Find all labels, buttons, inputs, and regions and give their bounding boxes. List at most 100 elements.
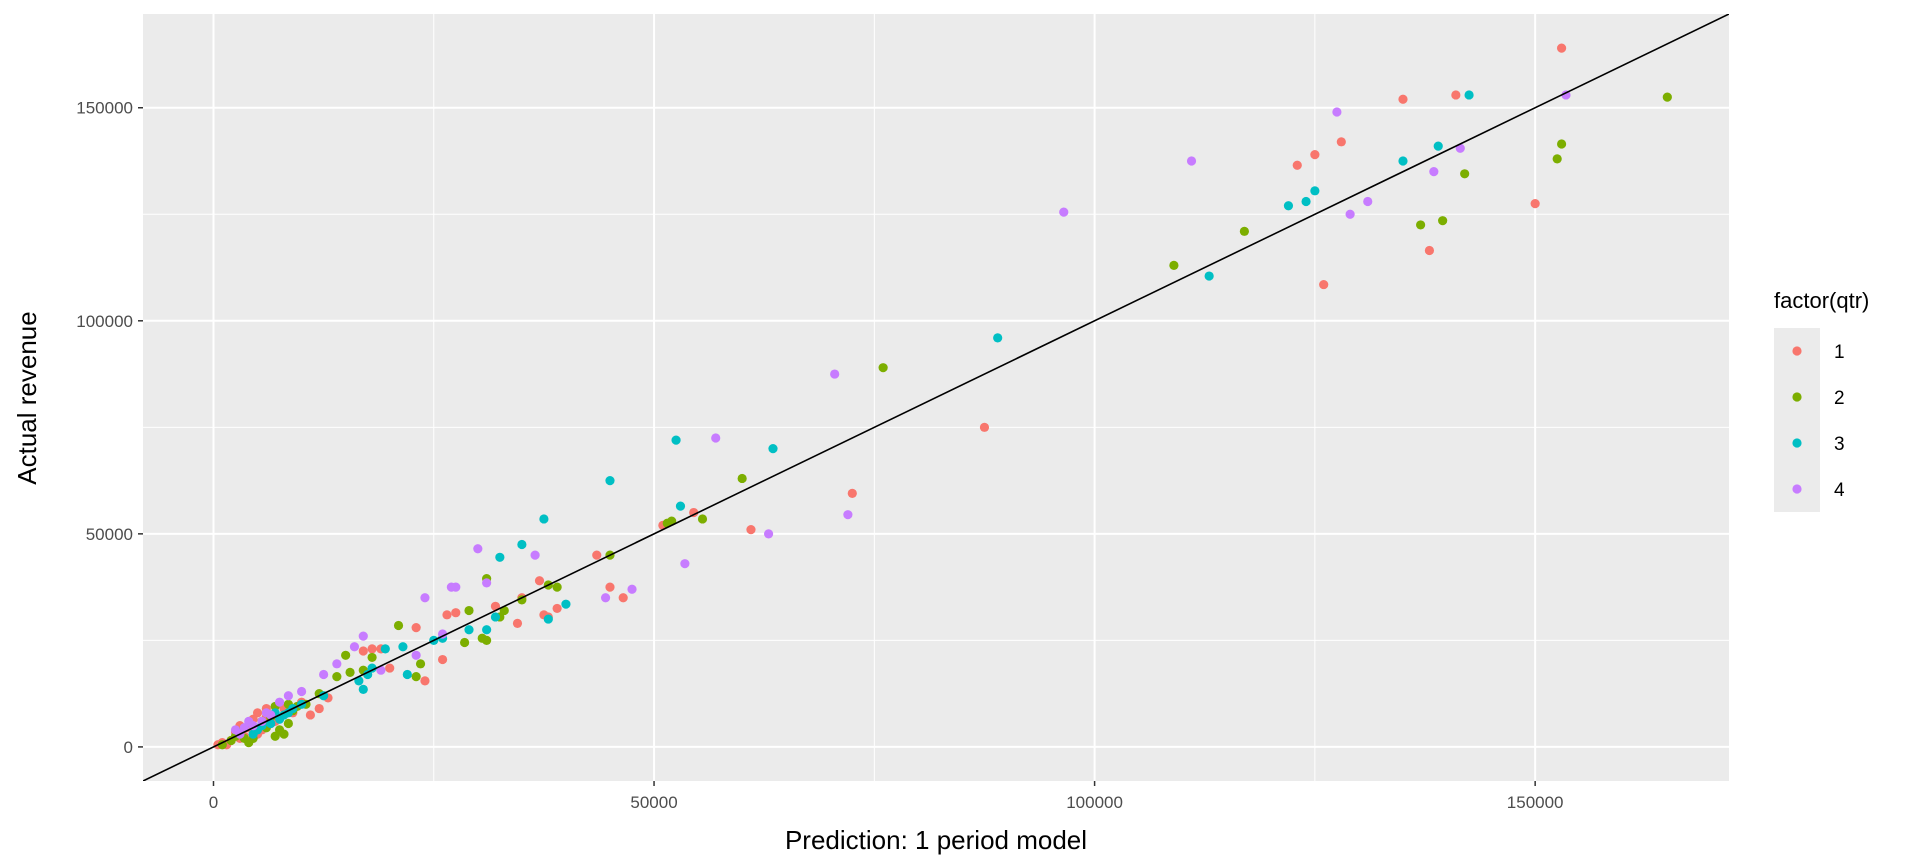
data-point-qtr-1 [252, 708, 263, 718]
data-point-qtr-1 [1398, 94, 1408, 104]
data-point-qtr-4 [358, 631, 368, 641]
data-point-qtr-1 [592, 550, 602, 560]
major-grid [143, 14, 1729, 781]
data-point-qtr-3 [248, 729, 258, 739]
data-point-qtr-3 [363, 669, 373, 680]
data-point-qtr-1 [746, 524, 756, 535]
data-point-qtr-2 [1552, 154, 1562, 164]
data-point-qtr-1 [367, 644, 377, 654]
data-point-qtr-2 [737, 473, 747, 484]
legend-key-1 [1792, 346, 1802, 356]
y-tick-label: 150000 [76, 99, 133, 118]
data-point-qtr-4 [473, 544, 483, 554]
legend-label-3: 3 [1834, 434, 1845, 455]
legend-key-3 [1792, 438, 1802, 448]
data-point-qtr-3 [517, 539, 527, 550]
data-point-qtr-1 [512, 618, 523, 628]
data-point-qtr-1 [1336, 137, 1346, 147]
data-point-qtr-2 [1662, 92, 1672, 102]
data-point-qtr-4 [283, 691, 293, 701]
data-point-qtr-4 [763, 529, 774, 539]
data-point-qtr-3 [671, 435, 681, 445]
data-point-qtr-3 [367, 663, 377, 673]
data-point-qtr-4 [600, 593, 611, 603]
x-tick-label: 0 [209, 793, 218, 812]
data-point-qtr-3 [1283, 201, 1294, 211]
data-point-qtr-2 [345, 667, 355, 677]
data-point-qtr-1 [451, 608, 461, 618]
data-point-qtr-2 [367, 652, 377, 663]
data-point-qtr-2 [460, 637, 470, 648]
data-point-qtr-4 [230, 725, 241, 735]
data-point-qtr-3 [561, 599, 571, 609]
data-point-qtr-2 [552, 582, 562, 592]
data-point-qtr-4 [244, 716, 254, 726]
data-point-qtr-4 [482, 578, 492, 588]
data-point-qtr-2 [1556, 139, 1567, 149]
legend-items: 1 2 3 4 [1792, 342, 1845, 501]
data-point-qtr-4 [1059, 207, 1069, 217]
legend-label-2: 2 [1834, 388, 1845, 409]
minor-grid [143, 14, 1729, 781]
y-axis-title: Actual revenue [12, 311, 42, 484]
data-point-qtr-4 [1332, 107, 1342, 117]
data-point-qtr-4 [297, 686, 307, 697]
x-tick-label: 150000 [1507, 793, 1564, 812]
data-point-qtr-4 [411, 650, 421, 660]
data-point-qtr-3 [464, 625, 474, 635]
y-tick-label: 100000 [76, 312, 133, 331]
data-point-qtr-1 [1556, 43, 1567, 53]
y-tick-label: 0 [124, 738, 133, 757]
data-point-qtr-3 [1464, 90, 1474, 100]
data-point-qtr-4 [257, 716, 267, 726]
data-point-qtr-1 [358, 646, 368, 656]
data-point-qtr-4 [446, 582, 456, 592]
data-point-qtr-3 [319, 691, 329, 701]
legend-label-4: 4 [1834, 480, 1845, 501]
data-point-qtr-2 [1438, 216, 1448, 226]
data-point-qtr-4 [1363, 196, 1373, 207]
data-point-qtr-1 [411, 623, 421, 633]
reference-line-layer [143, 14, 1729, 781]
data-point-qtr-3 [675, 501, 686, 511]
data-point-qtr-4 [1345, 209, 1355, 219]
data-point-qtr-2 [226, 735, 236, 746]
points-layer [213, 43, 1672, 750]
data-point-qtr-4 [1186, 156, 1197, 166]
data-point-qtr-3 [768, 444, 778, 454]
data-point-qtr-1 [1292, 160, 1302, 170]
data-point-qtr-2 [393, 620, 404, 631]
data-point-qtr-1 [979, 422, 990, 432]
data-point-qtr-3 [402, 669, 412, 680]
data-point-qtr-1 [305, 710, 316, 720]
data-point-qtr-3 [1301, 196, 1311, 207]
data-point-qtr-2 [697, 514, 708, 524]
data-point-qtr-1 [689, 507, 699, 518]
legend-key-2 [1792, 392, 1802, 402]
data-point-qtr-4 [843, 510, 853, 520]
data-point-qtr-2 [341, 650, 351, 660]
data-point-qtr-3 [358, 684, 368, 694]
reference-line [143, 14, 1729, 781]
data-point-qtr-1 [314, 703, 324, 714]
data-point-qtr-4 [1429, 167, 1439, 177]
data-point-qtr-3 [605, 475, 615, 486]
data-point-qtr-1 [534, 576, 545, 586]
data-point-qtr-3 [490, 612, 501, 622]
data-point-qtr-2 [1460, 169, 1470, 179]
data-point-qtr-1 [1310, 150, 1320, 160]
data-point-qtr-4 [420, 593, 430, 603]
legend-key-4 [1792, 484, 1802, 494]
data-point-qtr-3 [539, 514, 549, 524]
data-point-qtr-4 [261, 708, 271, 718]
data-point-qtr-1 [605, 582, 615, 592]
data-point-qtr-4 [530, 550, 540, 560]
data-point-qtr-2 [878, 363, 888, 373]
data-point-qtr-4 [1561, 90, 1571, 100]
legend-keys-background [1774, 328, 1820, 512]
data-point-qtr-2 [1239, 226, 1249, 236]
data-point-qtr-2 [270, 731, 280, 741]
data-point-qtr-2 [411, 672, 421, 682]
x-axis-ticks: 0 50000 100000 150000 [209, 781, 1564, 812]
data-point-qtr-4 [627, 584, 637, 594]
